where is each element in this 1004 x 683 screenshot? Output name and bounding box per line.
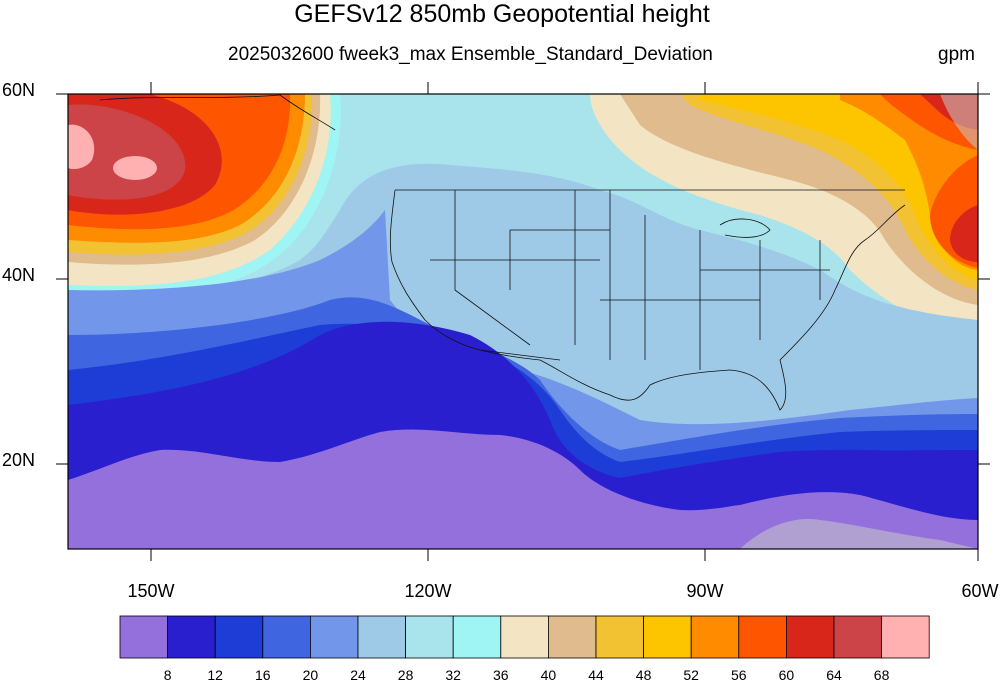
chart-title: GEFSv12 850mb Geopotential height [294,0,710,28]
colorbar-label: 52 [683,667,699,683]
lat-label-40n: 40N [2,265,36,285]
alaska-coast [99,94,336,131]
colorbar-swatch [214,615,264,659]
colorbar-label: 64 [826,667,842,683]
colorbar-label: 16 [255,667,271,683]
colorbar-label: 56 [731,667,747,683]
us-mexico-border [479,349,561,361]
colorbar-swatch [452,615,502,659]
colorbar-swatch [119,615,168,659]
colorbar-label: 44 [588,667,604,683]
colorbar-label: 28 [397,667,414,683]
contour-68 [68,104,186,200]
colorbar-swatch [833,615,882,659]
contour-8 [68,429,978,549]
lon-label-90w: 90W [686,581,724,601]
colorbar-swatch [309,615,359,659]
map-frame [67,93,979,550]
colorbar-swatch [738,615,787,659]
colorbar-label: 20 [302,667,319,683]
axis-ticks [56,82,990,561]
colorbar-swatch [500,615,549,659]
colorbar-label: 8 [163,667,172,683]
colorbar-label: 60 [778,667,795,683]
ne-contour-64-b [950,205,978,262]
chart-subtitle: 2025032600 fweek3_max Ensemble_Standard_… [228,44,713,65]
lon-label-60w: 60W [961,581,999,601]
colorbar-swatch [786,615,835,659]
contour-72-b [113,156,157,180]
colorbar-label: 40 [540,667,557,683]
colorbar-label: 12 [207,667,223,683]
colorbar-swatch [690,615,740,659]
state-boundaries [430,190,830,370]
coastlines [99,94,906,411]
colorbar-label: 48 [635,667,652,683]
colorbar-label: 24 [350,667,366,683]
colorbar-label: 68 [873,667,890,683]
lon-label-150w: 150W [127,581,175,601]
lat-label-20n: 20N [2,450,36,470]
colorbar [119,615,930,659]
colorbar-swatch [643,615,692,659]
units-label: gpm [938,44,975,65]
colorbar-swatch [548,615,597,659]
colorbar-swatch [881,615,930,659]
contour-12-east [620,449,978,520]
colorbar-swatch [595,615,644,659]
contour-field [68,94,978,549]
colorbar-label: 36 [493,667,509,683]
colorbar-swatch [262,615,311,659]
missing-data-se [740,519,978,549]
colorbar-swatch [405,615,454,659]
colorbar-label: 32 [445,667,461,683]
missing-data-ne [940,94,978,150]
coastline [389,189,906,411]
colorbar-swatch [357,615,406,659]
contour-72-a [68,124,95,170]
lon-label-120w: 120W [404,581,452,601]
lat-label-60n: 60N [2,80,36,100]
great-lakes [719,218,771,238]
colorbar-swatch [167,615,216,659]
